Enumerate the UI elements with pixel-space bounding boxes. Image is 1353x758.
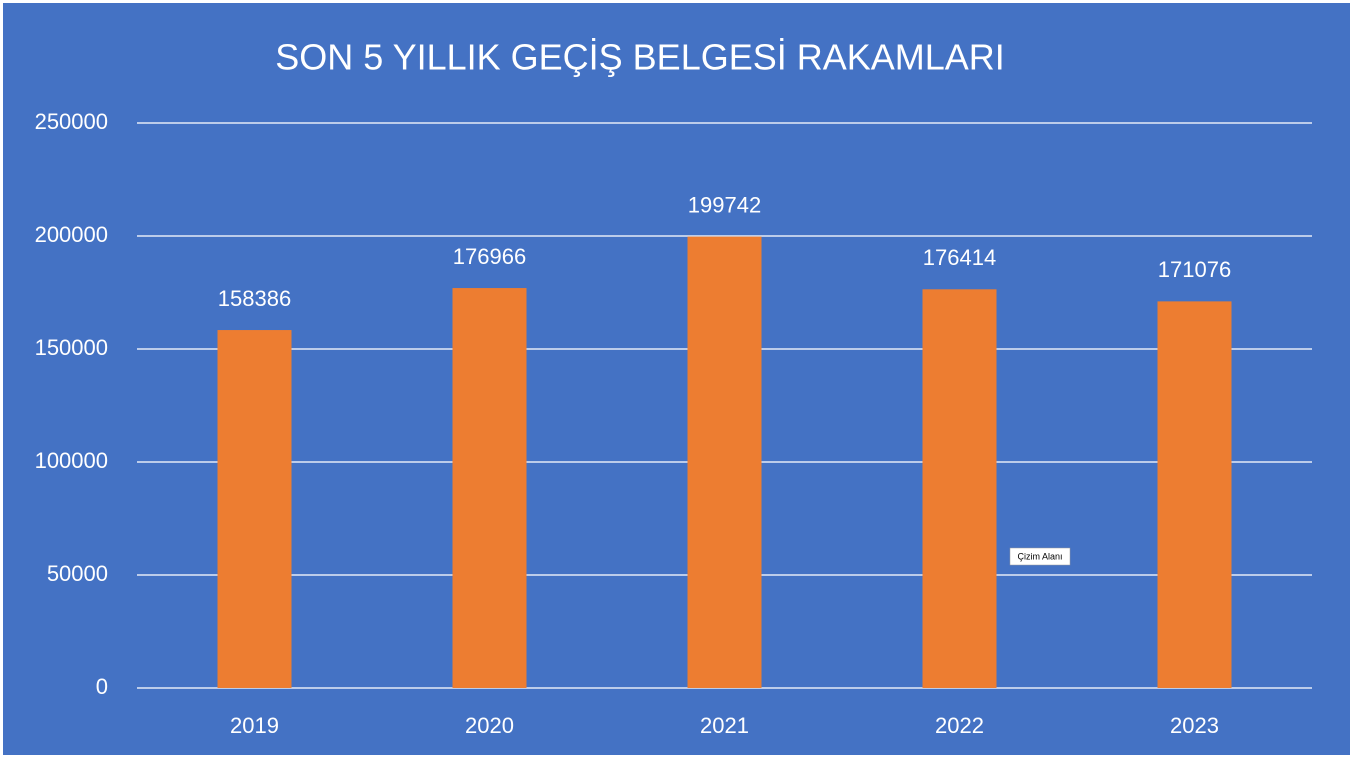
chart-background bbox=[3, 3, 1350, 755]
tooltip: Çizim Alanı bbox=[1017, 551, 1062, 561]
data-label: 176414 bbox=[923, 245, 996, 270]
x-tick-label: 2021 bbox=[700, 713, 749, 738]
chart-title: SON 5 YILLIK GEÇİŞ BELGESİ RAKAMLARI bbox=[275, 37, 1005, 78]
tooltip-box bbox=[1009, 547, 1071, 566]
x-tick-label: 2023 bbox=[1170, 713, 1219, 738]
bar bbox=[452, 288, 527, 688]
y-tick-label: 100000 bbox=[35, 448, 108, 473]
data-label: 158386 bbox=[218, 286, 291, 311]
bar bbox=[687, 236, 762, 689]
y-tick-label: 50000 bbox=[47, 561, 108, 586]
y-tick-label: 0 bbox=[96, 674, 108, 699]
x-tick-label: 2020 bbox=[465, 713, 514, 738]
bar bbox=[922, 289, 997, 688]
data-label: 199742 bbox=[688, 192, 761, 217]
data-label: 171076 bbox=[1158, 257, 1231, 282]
y-tick-label: 150000 bbox=[35, 335, 108, 360]
data-label: 176966 bbox=[453, 244, 526, 269]
bar bbox=[217, 330, 292, 688]
x-tick-label: 2019 bbox=[230, 713, 279, 738]
x-tick-label: 2022 bbox=[935, 713, 984, 738]
y-tick-label: 200000 bbox=[35, 222, 108, 247]
y-tick-label: 250000 bbox=[35, 109, 108, 134]
bar bbox=[1157, 301, 1232, 688]
